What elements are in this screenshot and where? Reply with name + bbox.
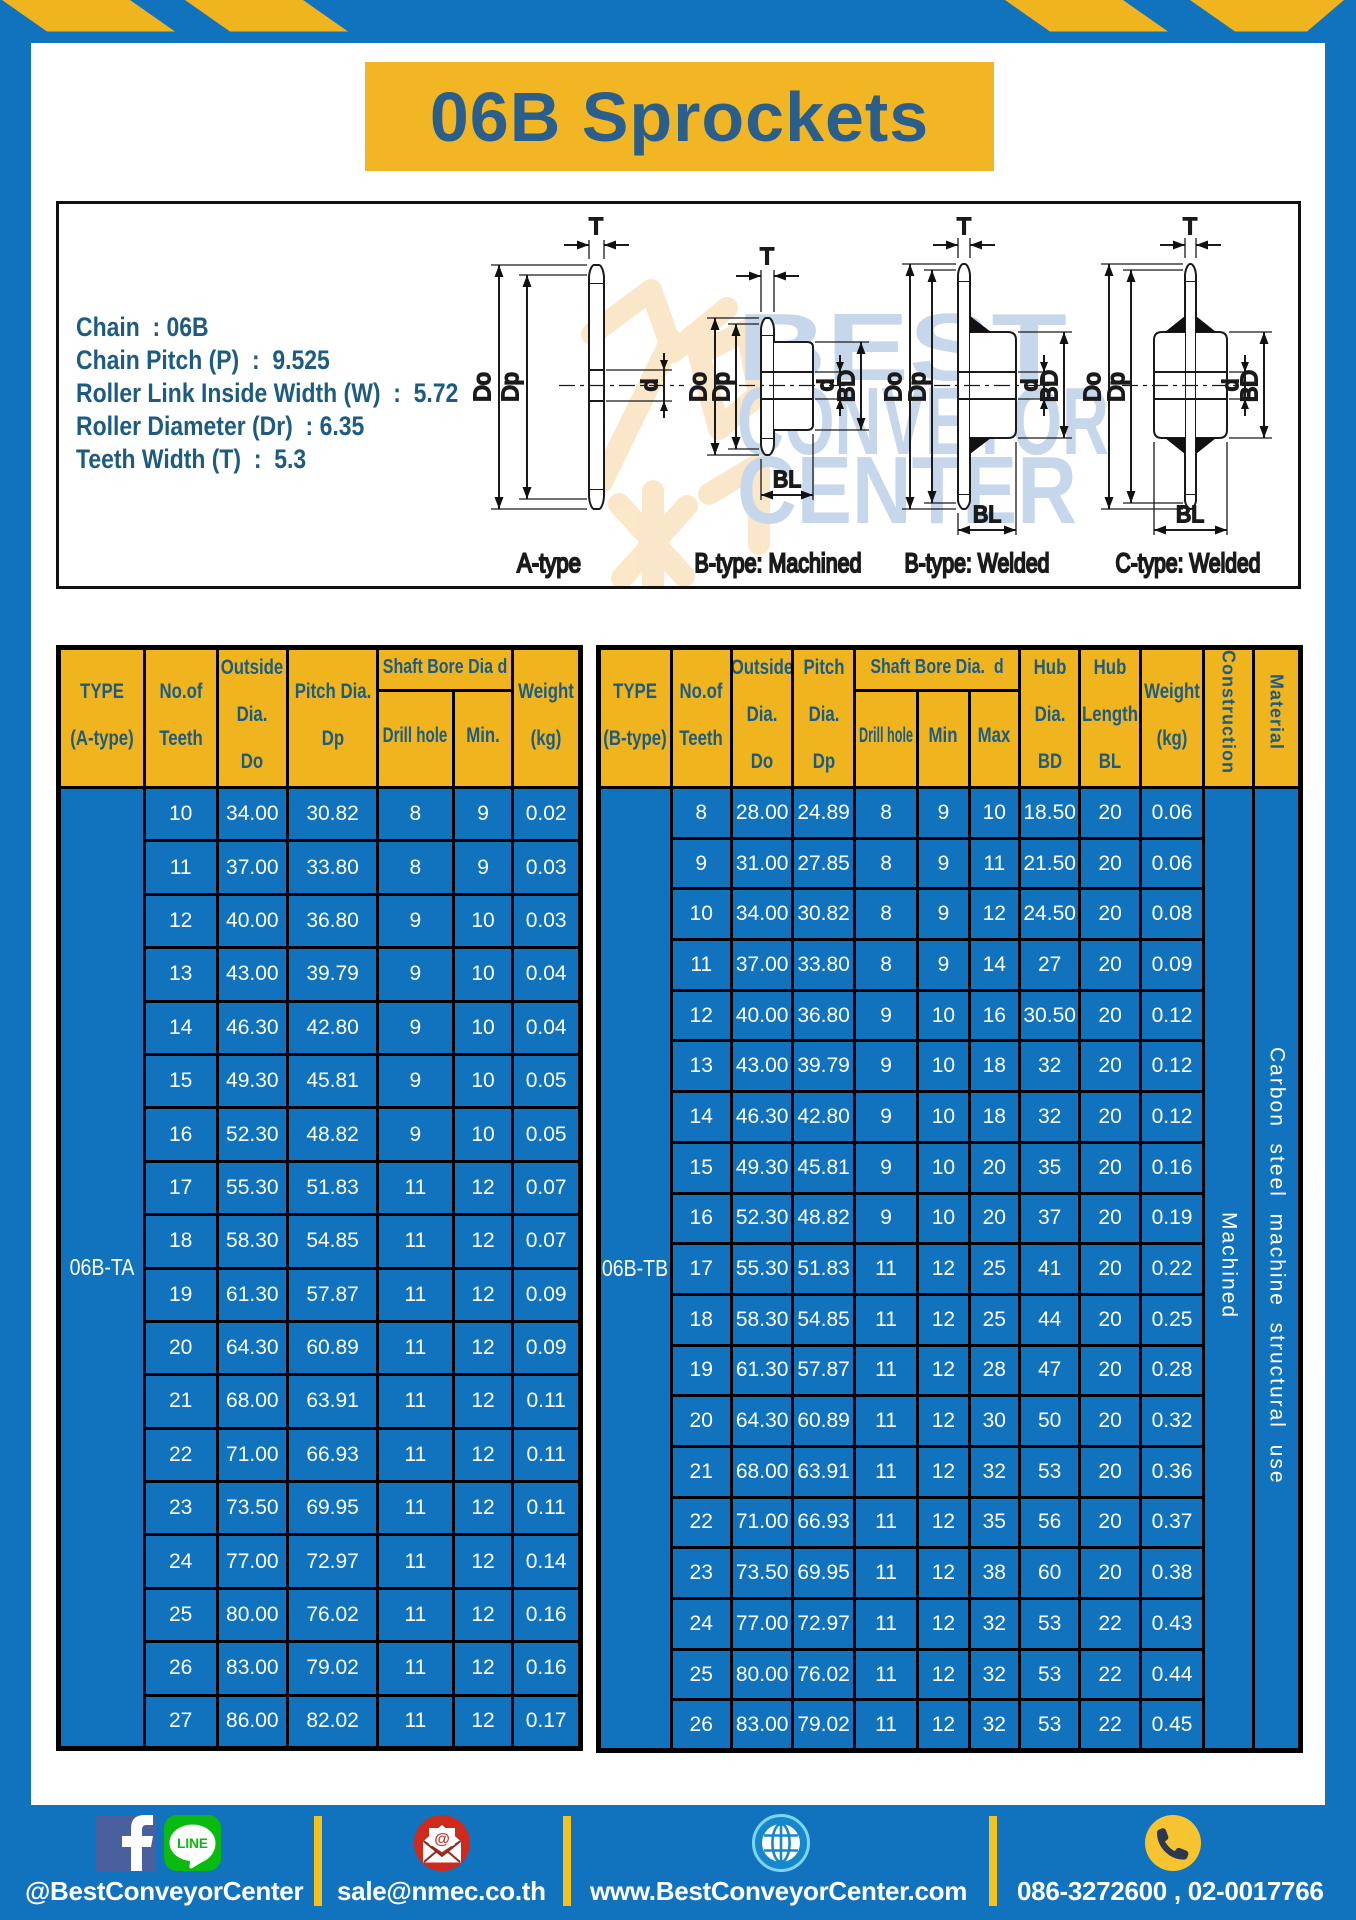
- svg-text:CENTER: CENTER: [737, 437, 1077, 544]
- svg-text:A-type: A-type: [517, 548, 581, 578]
- svg-text:d: d: [1218, 379, 1243, 391]
- svg-text:Do: Do: [469, 372, 495, 401]
- svg-text:Dp: Dp: [1103, 372, 1129, 401]
- svg-text:Do: Do: [880, 372, 906, 401]
- svg-text:Do: Do: [685, 372, 711, 401]
- svg-text:d: d: [637, 379, 662, 391]
- svg-text:BD: BD: [833, 370, 859, 402]
- svg-text:T: T: [957, 213, 971, 239]
- svg-text:C-type: Welded: C-type: Welded: [1116, 548, 1261, 578]
- svg-text:T: T: [1183, 213, 1197, 239]
- svg-text:B-type: Welded: B-type: Welded: [905, 548, 1050, 578]
- svg-text:B-type: Machined: B-type: Machined: [695, 548, 862, 578]
- svg-text:T: T: [760, 243, 774, 269]
- svg-text:Dp: Dp: [708, 372, 734, 401]
- svg-text:d: d: [1017, 379, 1042, 391]
- svg-text:d: d: [813, 379, 838, 391]
- svg-text:LINE: LINE: [177, 1836, 208, 1851]
- svg-text:BD: BD: [1236, 370, 1262, 402]
- svg-text:Dp: Dp: [904, 372, 930, 401]
- svg-text:T: T: [589, 213, 603, 239]
- svg-text:Dp: Dp: [497, 372, 523, 401]
- svg-text:BL: BL: [973, 501, 1001, 527]
- svg-text:BL: BL: [773, 466, 801, 492]
- svg-text:Do: Do: [1079, 372, 1105, 401]
- svg-text:BL: BL: [1176, 501, 1204, 527]
- svg-text:BD: BD: [1036, 370, 1062, 402]
- svg-text:@: @: [434, 1831, 450, 1848]
